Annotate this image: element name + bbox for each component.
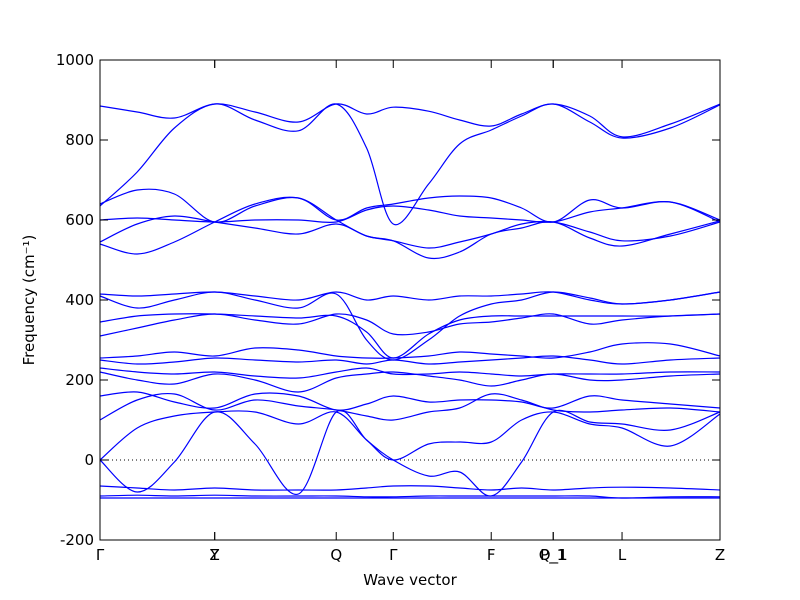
band-line (99, 291, 721, 361)
x-tick-label: Γ (389, 546, 398, 564)
band-line (99, 410, 721, 461)
band-line (99, 485, 721, 491)
band-line (99, 371, 721, 393)
y-tick-label: 200 (65, 371, 94, 389)
band-line (99, 367, 721, 379)
band-line (99, 494, 721, 499)
x-tick-label: L (618, 546, 627, 564)
band-line (99, 313, 721, 337)
band-line (99, 103, 721, 226)
band-line (99, 355, 721, 365)
y-tick-label: 1000 (56, 51, 94, 69)
x-tick-label: Q_1 (539, 546, 568, 565)
y-tick-label: 400 (65, 291, 94, 309)
band-line (99, 196, 721, 260)
y-tick-label: 0 (84, 451, 94, 469)
y-tick-label: 800 (65, 131, 94, 149)
y-axis-label: Frequency (cm⁻¹) (20, 235, 38, 366)
x-tick-label: Z (210, 546, 220, 564)
x-tick-label: P_1 (540, 546, 566, 565)
band-line (99, 393, 721, 421)
x-tick-label: Γ (96, 546, 105, 564)
band-line (99, 409, 721, 497)
y-tick-label: 600 (65, 211, 94, 229)
x-tick-label: Y (209, 546, 220, 564)
x-tick-label: Z (715, 546, 725, 564)
x-axis-label: Wave vector (363, 571, 457, 589)
x-tick-label: F (487, 546, 496, 564)
x-tick-label: Q (330, 546, 342, 564)
y-tick-label: -200 (60, 531, 94, 549)
band-line (99, 215, 721, 249)
band-line (99, 342, 721, 359)
band-line (99, 391, 721, 411)
